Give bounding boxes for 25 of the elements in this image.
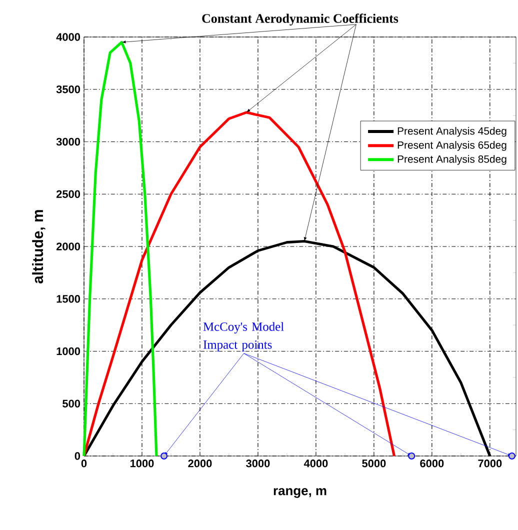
y-tick-label: 4000 <box>56 33 80 41</box>
legend-label: Present Analysis 65deg <box>398 141 506 151</box>
y-tick-label: 3000 <box>56 138 80 146</box>
annotation: McCoy's Model Impact points <box>203 322 284 352</box>
y-axis-title: altitude, m <box>32 210 46 284</box>
x-tick-label: 6000 <box>420 460 444 468</box>
y-tick-label: 1500 <box>56 295 80 303</box>
legend-label: Present Analysis 85deg <box>398 155 506 165</box>
line-series <box>82 40 158 458</box>
y-tick-label: 3500 <box>56 85 80 94</box>
x-tick-label: 7000 <box>478 460 502 468</box>
y-tick-label: 2500 <box>56 190 80 198</box>
x-tick-label: 4000 <box>304 460 328 468</box>
y-tick-label: 500 <box>62 400 80 408</box>
x-tick-label: 3000 <box>246 460 270 468</box>
x-tick-label: 2000 <box>188 460 212 468</box>
x-tick-label: 1000 <box>130 460 154 468</box>
y-tick-label: 0 <box>74 452 80 460</box>
x-tick-label: 5000 <box>362 460 386 468</box>
chart-title: Constant Aerodynamic Coefficients <box>202 14 398 26</box>
x-tick-label: 0 <box>81 460 87 468</box>
legend-label: Present Analysis 45deg <box>398 126 506 137</box>
x-axis-title: range, m <box>274 488 326 498</box>
y-tick-label: 2000 <box>56 242 80 250</box>
y-tick-label: 1000 <box>56 347 80 356</box>
